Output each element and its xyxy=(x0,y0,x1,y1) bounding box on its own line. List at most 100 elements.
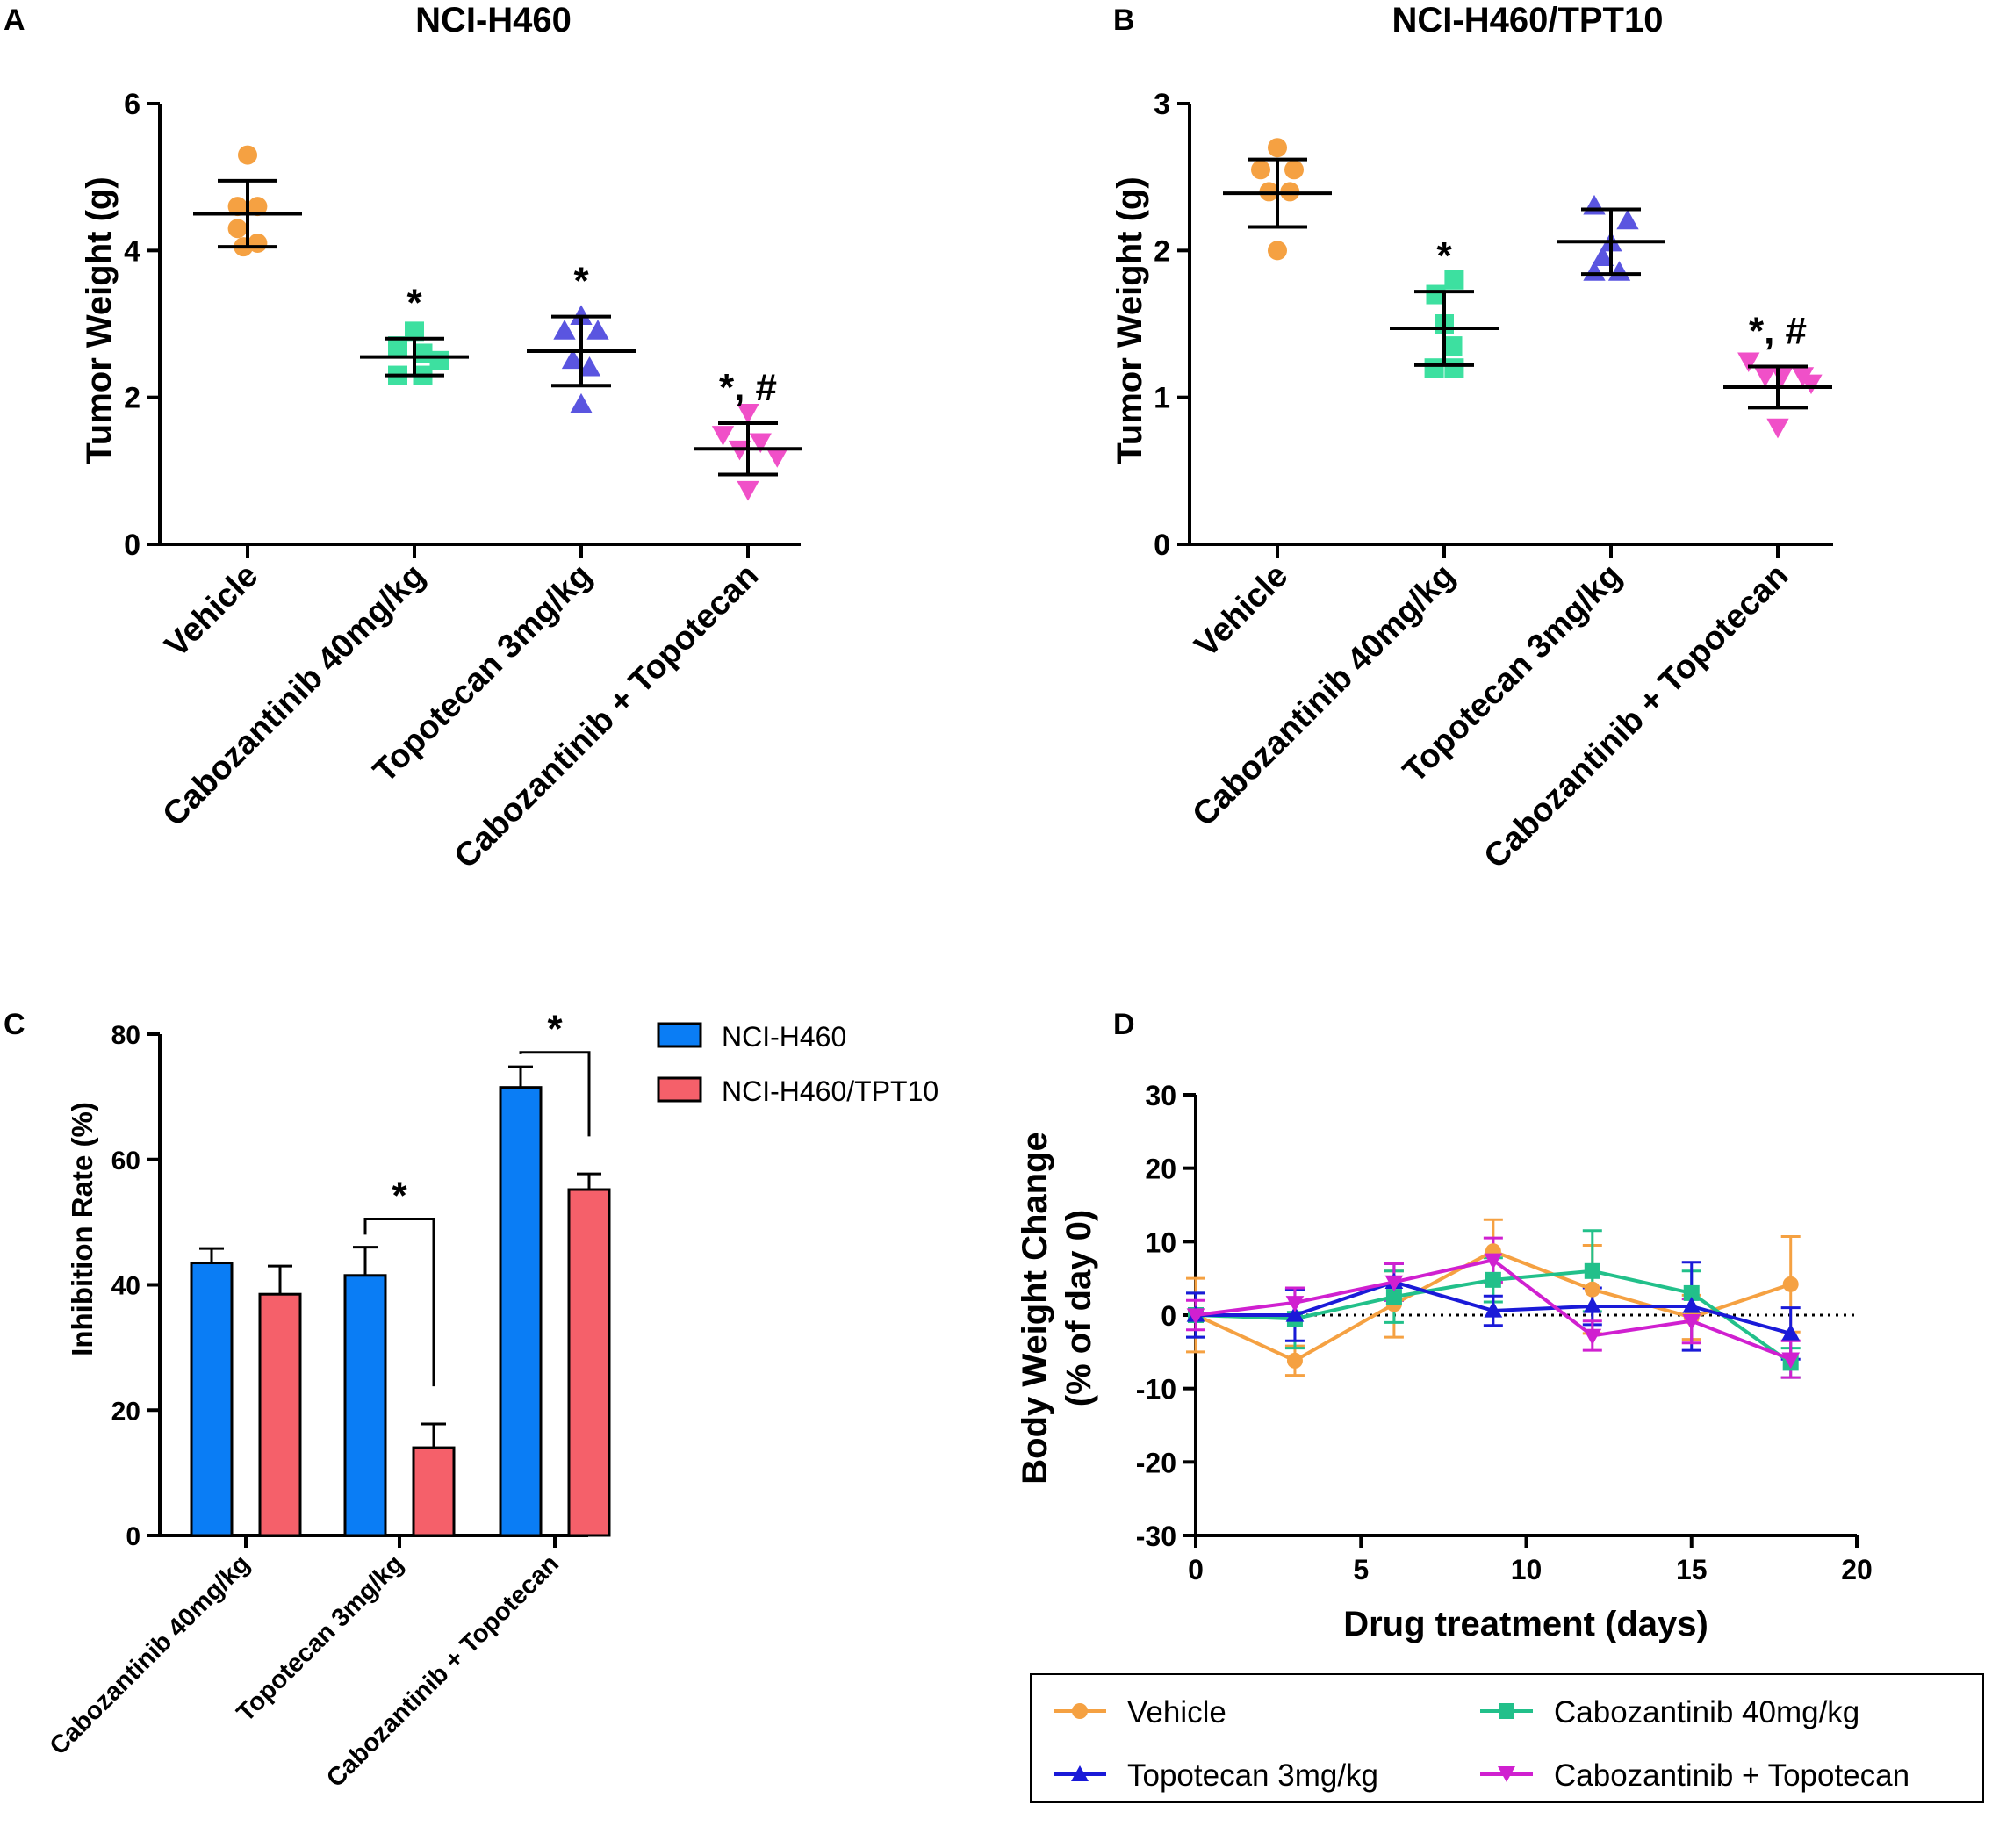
data-point xyxy=(405,321,424,342)
y-tick-label: 30 xyxy=(1145,1080,1176,1111)
panel-label-a: A xyxy=(4,4,25,37)
data-point xyxy=(1584,1281,1600,1298)
data-point xyxy=(737,404,759,424)
chart-d-ylabel: Body Weight Change xyxy=(1016,1132,1054,1484)
data-point xyxy=(429,350,449,370)
panel-label-b: B xyxy=(1113,4,1135,37)
data-point xyxy=(248,197,268,217)
x-tick-label: Cabozantinib 40mg/kg xyxy=(45,1550,255,1760)
legend-d-marker-3 xyxy=(1071,1765,1089,1781)
panel-label-d: D xyxy=(1113,1008,1135,1041)
legend-d-label-2: Cabozantinib 40mg/kg xyxy=(1554,1695,1859,1729)
significance-annotation: *, # xyxy=(719,366,777,409)
chart-c-legend: NCI-H460 NCI-H460/TPT10 xyxy=(657,1021,938,1107)
chart-d-ylabel2: (% of day 0) xyxy=(1060,1210,1098,1406)
significance-annotation: * xyxy=(392,1175,407,1218)
legend-d-marker-4 xyxy=(1498,1766,1515,1782)
y-tick-label: 6 xyxy=(124,88,140,121)
data-point xyxy=(1682,1314,1701,1331)
data-point xyxy=(1782,1276,1799,1292)
data-point xyxy=(1683,1284,1700,1301)
data-point xyxy=(1286,1352,1303,1369)
data-point xyxy=(749,433,772,454)
legend-d-marker-2 xyxy=(1499,1703,1514,1719)
bar xyxy=(190,1262,234,1537)
chart-d-plot: -30 -20 -10 0 10 20 30 0 5 10 15 20 xyxy=(1136,1080,1873,1586)
x-tick-label: 5 xyxy=(1353,1554,1369,1586)
y-tick-label: 3 xyxy=(1154,88,1170,121)
data-point xyxy=(1284,160,1304,180)
data-point xyxy=(1484,1301,1503,1318)
data-point xyxy=(1781,1352,1801,1369)
legend-c-label-1: NCI-H460 xyxy=(722,1021,846,1053)
chart-d-xlabel: Drug treatment (days) xyxy=(1343,1605,1708,1643)
data-point xyxy=(1186,1308,1205,1325)
data-point xyxy=(1485,1271,1501,1288)
data-point xyxy=(1268,241,1287,261)
y-tick-label: -20 xyxy=(1136,1447,1176,1478)
bar xyxy=(343,1274,387,1537)
x-tick-label: Vehicle xyxy=(158,557,265,665)
data-point xyxy=(1583,1297,1602,1313)
data-point xyxy=(1426,284,1446,305)
data-point xyxy=(1444,270,1464,290)
bar xyxy=(499,1086,543,1537)
y-tick-label: 0 xyxy=(126,1522,140,1551)
data-point xyxy=(1285,1296,1305,1312)
data-point xyxy=(711,426,735,446)
data-point xyxy=(1583,194,1606,215)
chart-a-ylabel: Tumor Weight (g) xyxy=(80,176,119,464)
legend-d-label-1: Vehicle xyxy=(1127,1695,1226,1729)
data-point xyxy=(553,320,576,340)
y-tick-label: -10 xyxy=(1136,1374,1176,1406)
y-tick-label: 20 xyxy=(1145,1154,1176,1185)
x-tick-label: Vehicle xyxy=(1188,557,1295,665)
data-point xyxy=(1766,418,1789,439)
data-point xyxy=(578,356,601,377)
x-tick-label: Cabozantinib + Topotecan xyxy=(1478,557,1796,876)
data-point xyxy=(1754,367,1777,387)
data-point xyxy=(586,320,609,340)
data-point xyxy=(388,336,407,356)
legend-d-label-3: Topotecan 3mg/kg xyxy=(1127,1758,1378,1793)
x-tick-label: Topotecan 3mg/kg xyxy=(232,1550,409,1727)
legend-c-label-2: NCI-H460/TPT10 xyxy=(722,1075,938,1107)
legend-c-swatch-2 xyxy=(657,1076,702,1103)
y-tick-label: 2 xyxy=(1154,234,1170,268)
data-point xyxy=(1682,1297,1701,1313)
significance-annotation: * xyxy=(1436,234,1452,277)
x-tick-label: 0 xyxy=(1188,1554,1204,1586)
x-tick-label: 15 xyxy=(1676,1554,1708,1586)
x-tick-label: 20 xyxy=(1841,1554,1873,1586)
legend-d-marker-1 xyxy=(1072,1703,1088,1719)
data-point xyxy=(1484,1253,1503,1270)
y-tick-label: 10 xyxy=(1145,1226,1176,1258)
data-point xyxy=(561,349,585,370)
data-point xyxy=(1800,374,1823,395)
y-tick-label: 0 xyxy=(1161,1300,1176,1332)
data-point xyxy=(1771,367,1794,387)
chart-c-ylabel: Inhibition Rate (%) xyxy=(66,1102,98,1356)
y-tick-label: 1 xyxy=(1154,382,1170,415)
y-tick-label: 80 xyxy=(111,1021,140,1050)
y-tick-label: -30 xyxy=(1136,1521,1176,1552)
y-tick-label: 4 xyxy=(124,234,140,268)
data-point xyxy=(1781,1324,1801,1341)
significance-bracket xyxy=(519,1051,591,1137)
chart-d-legend: Vehicle Cabozantinib 40mg/kg Topotecan 3… xyxy=(1030,1673,1984,1803)
significance-annotation: * xyxy=(406,282,422,325)
legend-d-label-4: Cabozantinib + Topotecan xyxy=(1554,1758,1909,1793)
y-tick-label: 0 xyxy=(124,529,140,562)
significance-annotation: * xyxy=(547,1008,563,1051)
data-point xyxy=(238,145,257,165)
y-tick-label: 40 xyxy=(111,1272,140,1301)
y-tick-label: 0 xyxy=(1154,529,1170,562)
data-point xyxy=(1584,1262,1600,1279)
x-tick-label: 10 xyxy=(1511,1554,1543,1586)
data-point xyxy=(1384,1275,1404,1292)
chart-b-title: NCI-H460/TPT10 xyxy=(1392,1,1664,40)
